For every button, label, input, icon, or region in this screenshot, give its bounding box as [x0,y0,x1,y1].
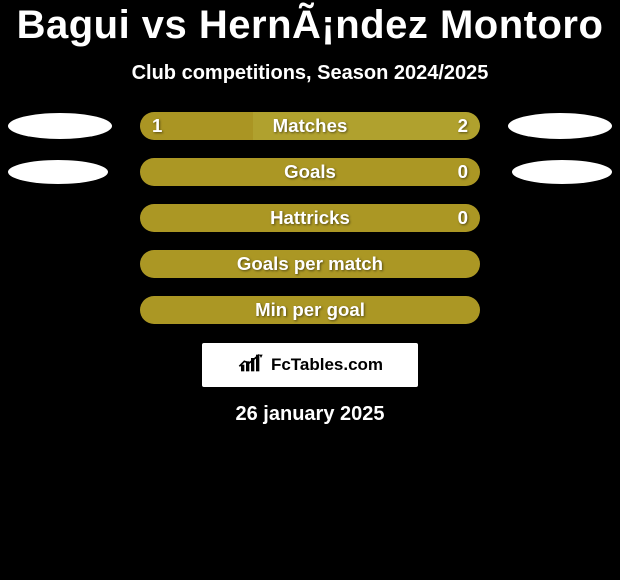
stat-bar: Goals per match [140,250,480,278]
page-subtitle: Club competitions, Season 2024/2025 [0,62,620,85]
snapshot-date: 26 january 2025 [0,403,620,426]
page-title: Bagui vs HernÃ¡ndez Montoro [0,4,620,46]
stat-seg-full [140,296,480,324]
stat-seg-full: 0 [140,158,480,186]
stat-seg-full: 0 [140,204,480,232]
stat-bar: Min per goal [140,296,480,324]
player-oval-right [508,113,612,139]
stat-seg-right: 2 [253,112,480,140]
comparison-card: Bagui vs HernÃ¡ndez Montoro Club competi… [0,0,620,580]
stat-value-right: 0 [458,207,468,229]
stat-seg-left: 1 [140,112,253,140]
player-oval-left [8,160,108,184]
brand-badge: FcTables.com [202,343,418,387]
stat-bar: 0Goals [140,158,480,186]
stat-row: 0Hattricks [0,195,620,241]
stat-row: Min per goal [0,287,620,333]
stat-row: Goals per match [0,241,620,287]
player-oval-left [8,113,112,139]
stat-value-left: 1 [152,115,162,137]
stat-rows: 12Matches0Goals0HattricksGoals per match… [0,103,620,333]
stat-bar: 0Hattricks [140,204,480,232]
brand-text: FcTables.com [271,355,383,375]
stat-value-right: 0 [458,161,468,183]
player-oval-right [512,160,612,184]
stat-row: 12Matches [0,103,620,149]
stat-value-right: 2 [458,115,468,137]
stat-bar: 12Matches [140,112,480,140]
chart-icon [237,353,265,378]
stat-row: 0Goals [0,149,620,195]
stat-seg-full [140,250,480,278]
